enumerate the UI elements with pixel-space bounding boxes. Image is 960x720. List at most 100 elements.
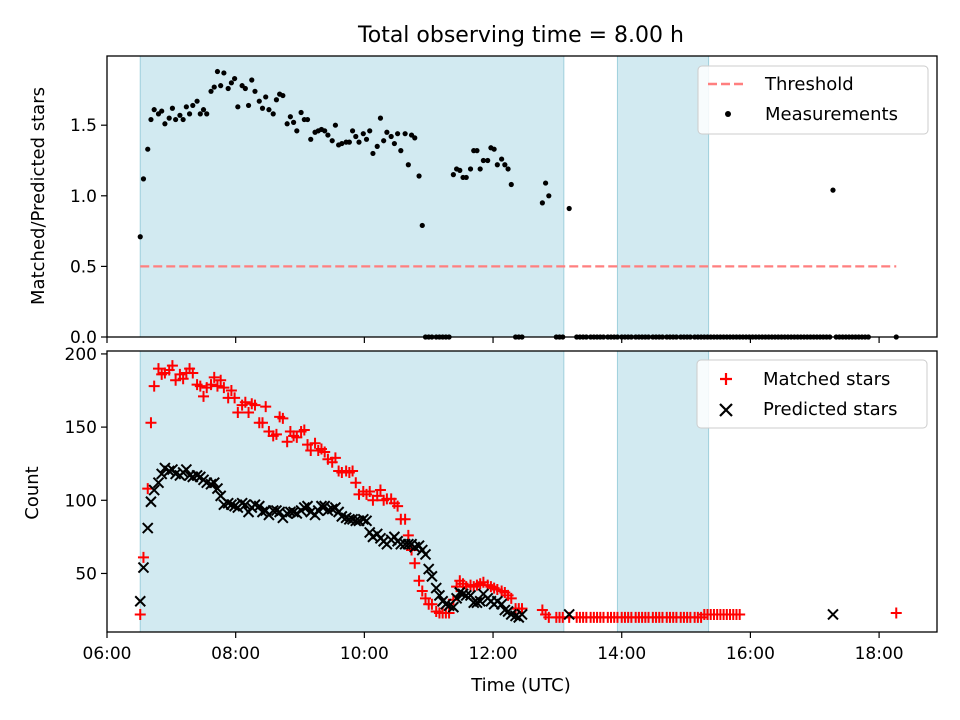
y-tick-label: 1.5 <box>70 116 97 136</box>
measurement-point <box>287 114 293 120</box>
matched-point <box>205 379 217 391</box>
measurement-point <box>325 132 331 138</box>
measurement-point <box>256 98 262 104</box>
chart-title: Total observing time = 8.00 h <box>357 23 684 48</box>
measurement-point <box>566 205 572 212</box>
x-tick-label: 18:00 <box>855 644 904 664</box>
measurement-point <box>499 156 505 162</box>
top-legend-box <box>697 65 929 135</box>
measurement-point <box>159 108 165 114</box>
predicted-point <box>474 595 486 607</box>
predicted-point <box>499 604 511 616</box>
measurement-point <box>200 107 207 113</box>
predicted-point <box>827 608 839 621</box>
measurement-point <box>412 135 418 141</box>
measurement-legend-swatch <box>725 111 731 117</box>
measurement-point <box>197 111 203 117</box>
measurement-point <box>474 148 480 154</box>
measurement-point <box>502 162 508 168</box>
y-tick-label: 200 <box>65 345 97 365</box>
shaded-region <box>139 55 565 338</box>
matched-point <box>232 406 244 418</box>
predicted-point <box>471 597 483 609</box>
bottom-count-points <box>134 360 902 624</box>
predicted-point <box>447 601 460 613</box>
measurement-point <box>214 68 221 75</box>
matched-point <box>137 551 149 563</box>
measurement-point <box>391 140 397 147</box>
matched-point <box>371 490 383 502</box>
predicted-point <box>152 477 165 489</box>
matched-point <box>187 367 199 379</box>
measurement-point <box>252 88 258 94</box>
measurement-point <box>148 116 154 123</box>
matched-point <box>347 465 359 477</box>
measurement-point <box>339 140 345 147</box>
measurement-point <box>204 111 210 117</box>
predicted-point <box>137 561 150 574</box>
measurement-point <box>242 85 248 92</box>
measurement-point <box>145 146 151 152</box>
measurement-point <box>270 111 276 117</box>
measurement-point <box>218 83 224 89</box>
matched-point <box>298 424 310 436</box>
measurement-point <box>290 119 297 125</box>
matched-point <box>890 607 902 619</box>
matched-point <box>166 360 178 372</box>
matched-point <box>734 608 746 620</box>
measurement-point <box>485 157 491 164</box>
matched-point <box>516 603 528 615</box>
predicted-point <box>222 497 234 509</box>
bottom-legend-label-matched: Matched stars <box>763 369 890 390</box>
measurement-point <box>480 157 486 164</box>
matched-point <box>260 401 272 413</box>
predicted-point <box>357 513 369 526</box>
measurement-point <box>505 166 511 172</box>
measurement-point <box>353 133 359 140</box>
matched-point <box>426 598 438 610</box>
y-tick-label: 0.0 <box>70 328 97 348</box>
predicted-point <box>440 598 452 610</box>
matched-point <box>277 412 289 424</box>
matched-point <box>364 486 376 497</box>
predicted-point <box>256 506 269 518</box>
measurement-point <box>374 143 380 149</box>
measurement-point <box>370 150 376 157</box>
matched-point <box>270 428 282 440</box>
matched-point <box>443 607 455 619</box>
measurement-point <box>539 200 545 206</box>
measurement-point <box>169 105 176 111</box>
matched-point <box>329 452 341 464</box>
measurement-point <box>180 116 186 123</box>
measurement-point <box>384 129 390 135</box>
measurement-point <box>463 174 469 181</box>
y-tick-label: 50 <box>75 564 97 584</box>
measurement-point <box>259 105 266 111</box>
predicted-point <box>419 548 432 561</box>
top-shaded-regions <box>139 55 710 338</box>
top-legend-label-measurements: Measurements <box>765 104 898 125</box>
matched-point <box>145 417 157 429</box>
bottom-legend-label-predicted: Predicted stars <box>763 399 897 420</box>
y-tick-label: 150 <box>65 418 97 438</box>
measurement-point <box>542 180 549 186</box>
x-tick-label: 08:00 <box>211 644 260 664</box>
matched-point <box>148 380 160 392</box>
measurement-point <box>491 146 497 152</box>
measurement-point <box>249 77 255 83</box>
y-tick-label: 1.0 <box>70 187 97 207</box>
x-tick-label: 14:00 <box>597 644 646 664</box>
matched-point <box>215 374 227 386</box>
predicted-point <box>145 496 157 508</box>
matched-legend-swatch <box>720 373 732 385</box>
matched-point <box>419 592 431 604</box>
bottom-plot-frame <box>106 350 938 633</box>
predicted-point <box>163 465 175 477</box>
measurement-point <box>280 92 286 99</box>
measurement-point <box>450 172 456 178</box>
measurement-point <box>232 75 238 82</box>
x-axis-label: Time (UTC) <box>470 675 571 696</box>
y-tick-label: 0.5 <box>70 257 97 277</box>
measurement-point <box>208 88 214 94</box>
